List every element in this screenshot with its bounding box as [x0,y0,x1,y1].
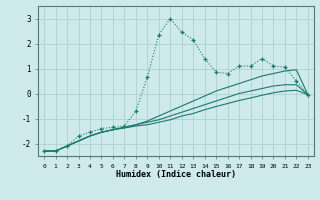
X-axis label: Humidex (Indice chaleur): Humidex (Indice chaleur) [116,170,236,179]
